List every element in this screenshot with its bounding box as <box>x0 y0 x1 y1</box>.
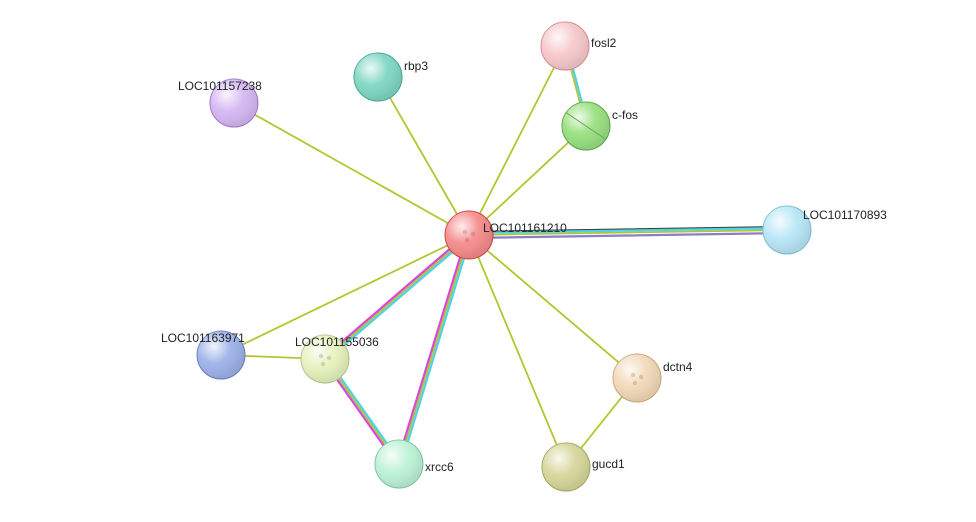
node-fosl2[interactable] <box>541 22 589 70</box>
node-gucd1[interactable] <box>542 443 590 491</box>
node-loc155[interactable] <box>301 335 349 383</box>
node-dctn4[interactable] <box>613 354 661 402</box>
edge-center-fosl2-text <box>469 46 565 235</box>
node-xrcc6[interactable] <box>375 440 423 488</box>
edge-center-rbp3-text <box>378 77 469 235</box>
node-loc170[interactable] <box>763 206 811 254</box>
edge-center-gucd1-text <box>469 235 566 467</box>
node-cfos[interactable] <box>562 102 610 150</box>
node-loc157[interactable] <box>210 79 258 127</box>
edge-center-dctn4-text <box>469 235 637 378</box>
network-svg <box>0 0 976 522</box>
edge-center-loc157-text <box>234 103 469 235</box>
edge-center-xrcc6-db <box>401 236 471 465</box>
nodes-layer <box>197 22 811 491</box>
edges-layer <box>221 45 787 467</box>
edge-center-xrcc6-text <box>399 235 469 464</box>
node-loc163[interactable] <box>197 331 245 379</box>
edge-center-loc163-text <box>221 235 469 355</box>
node-rbp3[interactable] <box>354 53 402 101</box>
node-center[interactable] <box>445 211 493 259</box>
